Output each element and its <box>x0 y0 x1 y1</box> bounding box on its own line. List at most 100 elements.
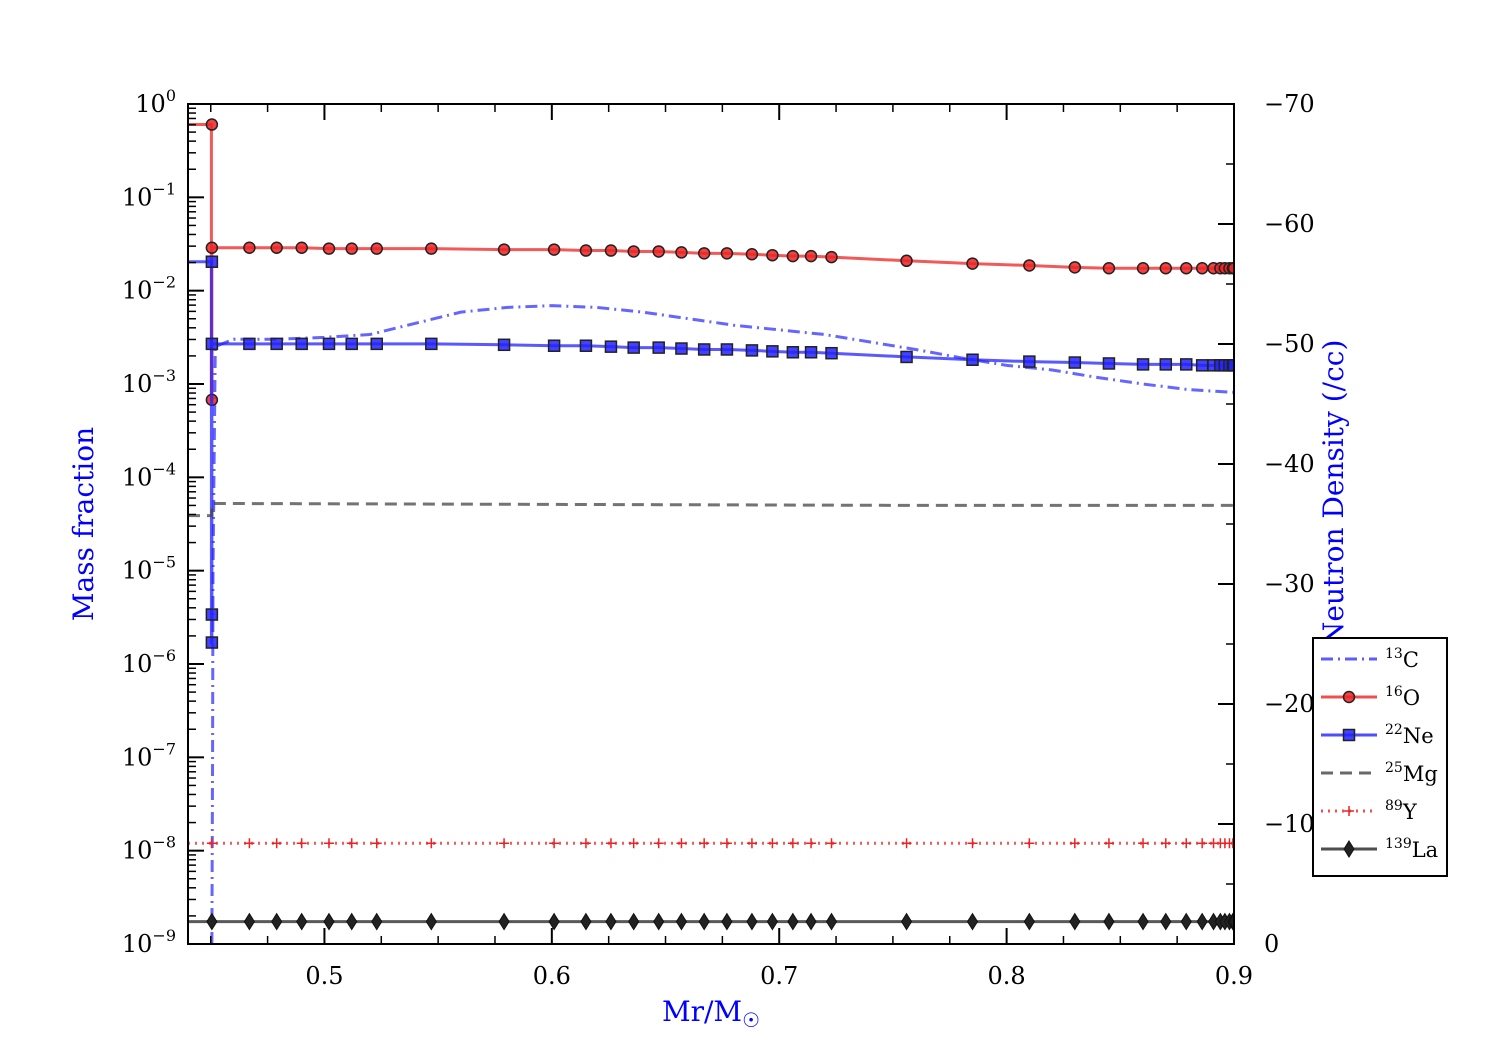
series-o16-point <box>345 242 358 255</box>
series-y89-point <box>1103 838 1114 849</box>
series-y89-point <box>699 838 710 849</box>
plot-frame <box>187 103 1235 945</box>
series-o16-point <box>675 246 688 259</box>
series-o16-point <box>1136 262 1150 275</box>
series-la139-point <box>1137 912 1149 931</box>
series-o16-point <box>1023 259 1036 272</box>
series-o16-point <box>1159 262 1173 275</box>
series-o16-point <box>579 244 593 257</box>
series-la139-point <box>243 912 255 931</box>
series-o16-point <box>205 118 219 131</box>
series-o16-point <box>786 249 800 263</box>
series-la139-point <box>825 912 838 931</box>
series-o16-point <box>322 242 336 255</box>
series-o16-point <box>1195 262 1209 275</box>
series-y89-point <box>206 838 217 849</box>
series-c13 <box>210 304 1234 944</box>
series-la139-point <box>698 912 710 931</box>
series-o16-point <box>1068 261 1082 274</box>
series-ne22-point <box>900 350 913 364</box>
series-y89-point <box>653 838 664 849</box>
series-o16-point <box>497 243 511 256</box>
left-tick-label: 10−8 <box>122 833 176 865</box>
series-ne22-point <box>766 345 779 358</box>
series-ne22-point <box>627 341 640 354</box>
series-o16-point <box>604 244 618 257</box>
series-o16-point <box>966 257 979 270</box>
series-la139-point <box>346 912 358 931</box>
series-ne22-point <box>295 337 308 351</box>
x-tick-label: 0.5 <box>305 962 343 990</box>
series-y89-point <box>967 838 978 849</box>
series-la139-point <box>1160 912 1172 931</box>
series-la139-point <box>371 912 383 931</box>
series-la139-point <box>1180 912 1192 931</box>
left-axis-label: Mass fraction <box>67 427 100 621</box>
series-o16-point <box>766 248 779 262</box>
series-la139-point <box>721 912 733 931</box>
series-o16-point <box>547 243 561 256</box>
sun-symbol: ☉ <box>742 1008 760 1032</box>
series-la139-point <box>548 912 560 931</box>
series-la139-point <box>323 912 335 931</box>
series-ne22-point <box>1136 358 1150 371</box>
legend-label-ne22: 22Ne <box>1385 722 1434 748</box>
series-o16-point <box>900 254 913 268</box>
series-ne22-point <box>425 337 438 351</box>
series-ne22-point <box>370 337 383 351</box>
series-ne22-point <box>205 255 219 268</box>
legend-entry-c13: 13C <box>1321 646 1419 672</box>
series-la139-point <box>746 912 758 931</box>
series-ne22-point <box>1179 358 1193 371</box>
series-y89-point <box>580 838 591 849</box>
series-y89-point <box>371 838 382 849</box>
series-o16-point <box>425 242 438 255</box>
series-ne22 <box>188 255 1234 649</box>
series-mg25-line <box>188 501 1234 518</box>
series-o16-point <box>1227 262 1234 275</box>
legend-marker-y89 <box>1344 806 1354 816</box>
series-y89-point <box>499 838 510 849</box>
left-tick-label: 10−5 <box>122 553 176 585</box>
right-tick-label: −70 <box>1264 90 1315 118</box>
series-ne22-point <box>1227 359 1234 372</box>
legend: 13C 16O 22Ne 25Mg 89Y 139La <box>1312 637 1448 877</box>
series-y89-point <box>1160 838 1171 849</box>
series-ne22-point <box>804 346 818 359</box>
series-ne22-point <box>652 341 665 354</box>
series-o16-point <box>270 241 283 254</box>
series-ne22-point <box>579 339 593 352</box>
series-ne22-point <box>547 339 561 352</box>
x-axis-ticks: 0.5 0.6 0.7 0.8 0.9 <box>209 104 1253 990</box>
series-la139-point <box>766 912 778 931</box>
series-o16-point <box>1102 262 1116 275</box>
series-o16-point <box>1179 262 1193 275</box>
series-ne22-point <box>322 337 336 351</box>
series-la139-point <box>805 912 817 931</box>
legend-label-mg25: 25Mg <box>1385 760 1438 786</box>
legend-marker-o16 <box>1342 690 1356 704</box>
series-o16-point <box>804 249 818 263</box>
series-ne22-point <box>966 353 979 366</box>
left-tick-label: 10−6 <box>122 646 176 678</box>
legend-label-y89: 89Y <box>1385 798 1418 824</box>
left-axis-ticks: 100 10−1 10−2 10−3 10−4 10−5 10−6 10−7 10−8 10−9 <box>122 86 204 958</box>
series-ne22-point <box>497 338 511 352</box>
series-ne22-point <box>1195 359 1209 372</box>
series-ne22-line <box>188 260 1234 645</box>
series-la139-point <box>605 912 617 931</box>
left-tick-label: 10−9 <box>122 926 176 958</box>
series-la139-point <box>498 912 510 931</box>
series-y89-point <box>549 838 560 849</box>
series-ne22-point <box>205 337 219 351</box>
series-mg25 <box>188 501 1234 518</box>
legend-label-o16: 16O <box>1385 684 1420 710</box>
series-layer <box>188 118 1234 944</box>
right-tick-label: −20 <box>1264 690 1315 718</box>
series-y89-point <box>271 838 282 849</box>
series-y89-point <box>1024 838 1035 849</box>
series-la139-point <box>271 912 283 931</box>
legend-label-la139: 139La <box>1385 836 1438 862</box>
legend-label-c13: 13C <box>1385 646 1419 672</box>
series-y89-point <box>746 838 757 849</box>
